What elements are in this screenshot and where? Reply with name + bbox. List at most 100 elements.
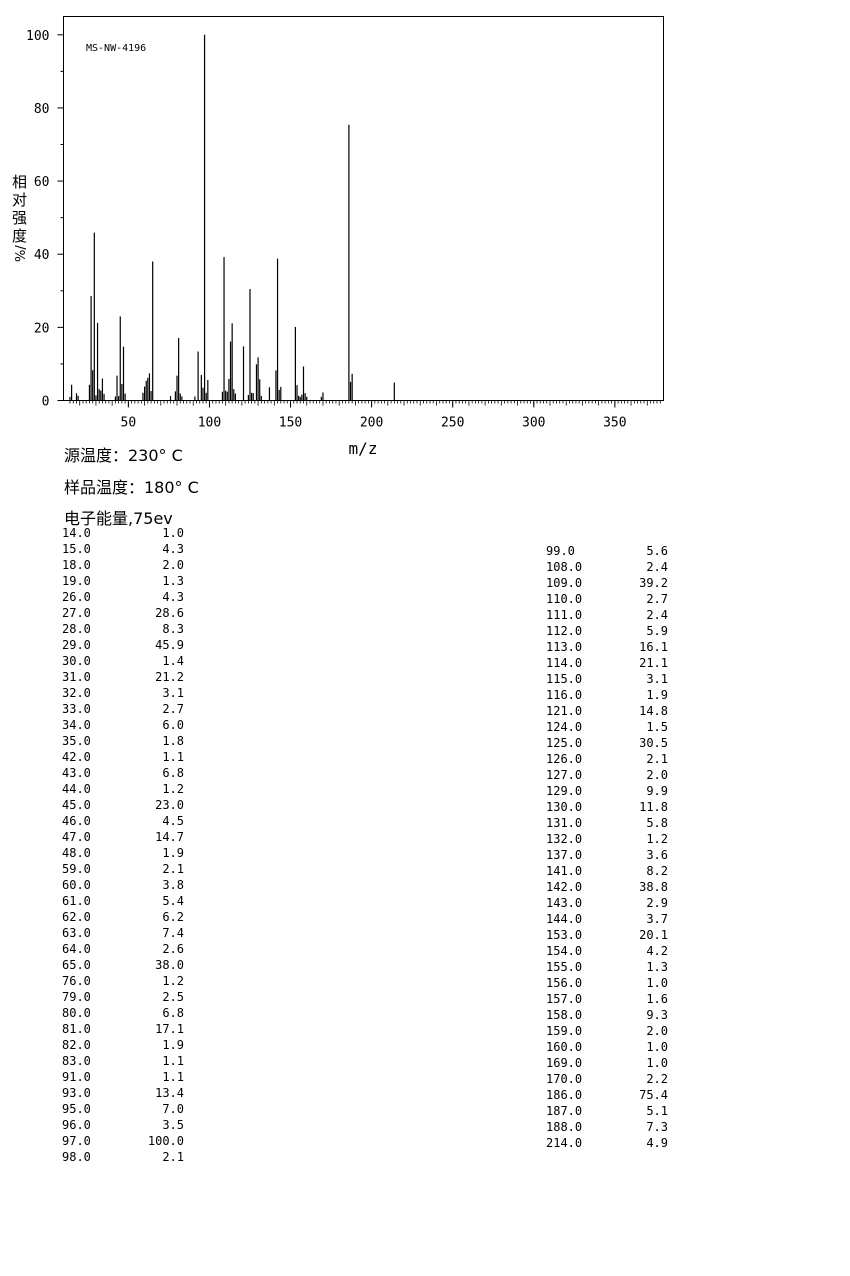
- peak-table-row: 129.0 9.9: [546, 783, 668, 799]
- peak-table-row: 126.0 2.1: [546, 751, 668, 767]
- peak-table-row: 29.0 45.9: [62, 637, 184, 653]
- peak-abundance-value: 11.8: [639, 800, 668, 814]
- peak-table-row: 153.0 20.1: [546, 927, 668, 943]
- peak-mz-value: 144.0: [546, 912, 583, 926]
- peak-abundance-value: 1.4: [162, 654, 184, 668]
- peak-table-row: 45.0 23.0: [62, 797, 184, 813]
- peak-table-row: 187.0 5.1: [546, 1103, 668, 1119]
- peak-mz-value: 31.0: [62, 670, 91, 684]
- peak-table-row: 188.0 7.3: [546, 1119, 668, 1135]
- y-tick-label: 100: [26, 29, 49, 44]
- peak-mz-value: 143.0: [546, 896, 583, 910]
- peak-table-row: 48.0 1.9: [62, 845, 184, 861]
- peak-table-row: 14.0 1.0: [62, 525, 184, 541]
- peak-table-row: 154.0 4.2: [546, 943, 668, 959]
- peak-mz-value: 131.0: [546, 816, 583, 830]
- peak-mz-value: 116.0: [546, 688, 583, 702]
- peak-abundance-value: 3.6: [646, 848, 668, 862]
- peak-abundance-value: 8.3: [162, 622, 184, 636]
- peak-table-row: 31.0 21.2: [62, 669, 184, 685]
- peak-mz-value: 126.0: [546, 752, 583, 766]
- x-axis-minor-ticks: [69, 400, 661, 406]
- peak-table-row: 108.0 2.4: [546, 559, 668, 575]
- peak-mz-value: 153.0: [546, 928, 583, 942]
- x-tick-label: 350: [603, 416, 626, 431]
- peak-table-row: 64.0 2.6: [62, 941, 184, 957]
- peak-abundance-value: 5.4: [162, 894, 184, 908]
- y-axis-label-unit: %/: [14, 245, 29, 262]
- peak-table-row: 137.0 3.6: [546, 847, 668, 863]
- peak-abundance-value: 100.0: [147, 1134, 184, 1148]
- peak-table-row: 132.0 1.2: [546, 831, 668, 847]
- peak-abundance-value: 1.0: [646, 1040, 668, 1054]
- peak-table-row: 34.0 6.0: [62, 717, 184, 733]
- peak-mz-value: 121.0: [546, 704, 583, 718]
- peak-table-row: 91.0 1.1: [62, 1069, 184, 1085]
- peak-mz-value: 19.0: [62, 574, 91, 588]
- y-tick-label: 0: [42, 395, 50, 410]
- peak-table-row: 18.0 2.0: [62, 557, 184, 573]
- peak-abundance-value: 1.1: [162, 1054, 184, 1068]
- peak-table-row: 43.0 6.8: [62, 765, 184, 781]
- peak-mz-value: 95.0: [62, 1102, 91, 1116]
- peak-abundance-value: 1.0: [162, 526, 184, 540]
- peak-table-row: 28.0 8.3: [62, 621, 184, 637]
- peak-mz-value: 48.0: [62, 846, 91, 860]
- y-tick-label: 40: [34, 248, 50, 263]
- peak-abundance-value: 4.3: [162, 542, 184, 556]
- peak-mz-value: 46.0: [62, 814, 91, 828]
- peak-mz-value: 155.0: [546, 960, 583, 974]
- peak-abundance-value: 6.0: [162, 718, 184, 732]
- peak-table-row: 112.0 5.9: [546, 623, 668, 639]
- peak-mz-value: 65.0: [62, 958, 91, 972]
- peak-table-row: 47.0 14.7: [62, 829, 184, 845]
- peak-mz-value: 113.0: [546, 640, 583, 654]
- peak-mz-value: 43.0: [62, 766, 91, 780]
- peak-abundance-value: 17.1: [155, 1022, 184, 1036]
- peak-mz-value: 157.0: [546, 992, 583, 1006]
- peak-table-row: 124.0 1.5: [546, 719, 668, 735]
- peak-mz-value: 114.0: [546, 656, 583, 670]
- peak-mz-value: 91.0: [62, 1070, 91, 1084]
- peak-abundance-value: 6.8: [162, 1006, 184, 1020]
- peak-bars: [69, 34, 395, 401]
- peak-table-row: 98.0 2.1: [62, 1149, 184, 1165]
- peak-table-row: 125.0 30.5: [546, 735, 668, 751]
- peak-table-row: 141.0 8.2: [546, 863, 668, 879]
- peak-abundance-value: 2.6: [162, 942, 184, 956]
- peak-mz-value: 97.0: [62, 1134, 91, 1148]
- peak-mz-value: 64.0: [62, 942, 91, 956]
- peak-mz-value: 34.0: [62, 718, 91, 732]
- peak-table-row: 59.0 2.1: [62, 861, 184, 877]
- peak-mz-value: 28.0: [62, 622, 91, 636]
- peak-abundance-value: 1.2: [162, 974, 184, 988]
- peak-abundance-value: 21.1: [639, 656, 668, 670]
- peak-table-row: 80.0 6.8: [62, 1005, 184, 1021]
- x-tick-label: 100: [198, 416, 221, 431]
- y-axis-label-char: 强: [12, 209, 27, 227]
- x-axis-label: m/z: [349, 439, 378, 458]
- peak-abundance-value: 8.2: [646, 864, 668, 878]
- peak-mz-value: 27.0: [62, 606, 91, 620]
- peak-mz-value: 156.0: [546, 976, 583, 990]
- peak-abundance-value: 39.2: [639, 576, 668, 590]
- peak-abundance-value: 4.3: [162, 590, 184, 604]
- peak-abundance-value: 1.0: [646, 976, 668, 990]
- peak-table-right: 99.0 5.6 108.0 2.4 109.0 39.2 110.0 2.7 111.0 2.4…: [546, 543, 668, 1151]
- peak-table-row: 156.0 1.0: [546, 975, 668, 991]
- peak-mz-value: 99.0: [546, 544, 575, 558]
- peak-mz-value: 124.0: [546, 720, 583, 734]
- peak-table-row: 93.0 13.4: [62, 1085, 184, 1101]
- peak-abundance-value: 1.9: [162, 1038, 184, 1052]
- peak-table-row: 114.0 21.1: [546, 655, 668, 671]
- peak-table-row: 30.0 1.4: [62, 653, 184, 669]
- peak-table-row: 130.0 11.8: [546, 799, 668, 815]
- peak-abundance-value: 30.5: [639, 736, 668, 750]
- peak-mz-value: 154.0: [546, 944, 583, 958]
- peak-abundance-value: 21.2: [155, 670, 184, 684]
- peak-abundance-value: 2.4: [646, 560, 668, 574]
- peak-abundance-value: 5.8: [646, 816, 668, 830]
- peak-table-row: 46.0 4.5: [62, 813, 184, 829]
- y-axis-label-char: 度: [12, 227, 27, 245]
- peak-table-row: 143.0 2.9: [546, 895, 668, 911]
